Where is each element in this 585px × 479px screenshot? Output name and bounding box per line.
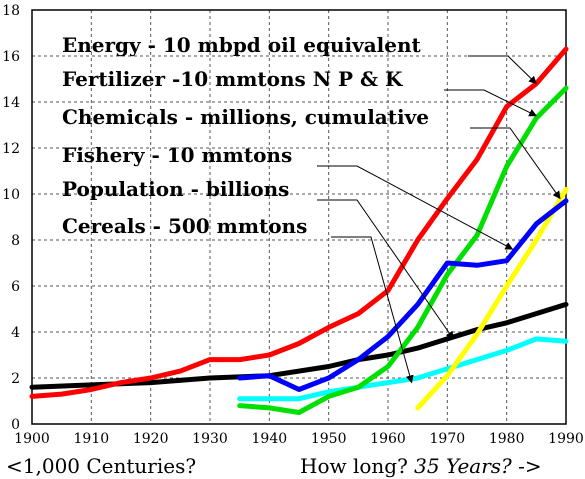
- x-tick-label: 1910: [74, 431, 110, 447]
- legend-arrow: [331, 236, 414, 384]
- y-tick-label: 8: [11, 233, 20, 249]
- y-tick-label: 18: [2, 3, 20, 19]
- legend-arrow: [468, 55, 537, 85]
- series-line: [237, 85, 569, 415]
- legend: Energy - 10 mbpd oil equivalent Fertilize…: [62, 33, 429, 238]
- series-line: [237, 198, 569, 392]
- footer-right-plain: How long?: [300, 454, 414, 478]
- legend-label: Fishery - 10 mmtons: [62, 143, 292, 167]
- x-tick-labels: 1900 1910 1920 1930 1940 1950 1960 1970 1980 1990: [14, 431, 584, 447]
- footer-right-italic: 35 Years?: [414, 454, 512, 478]
- x-tick-label: 1920: [133, 431, 169, 447]
- y-tick-labels: 0 2 4 6 8 10 12 14 16 18: [2, 3, 20, 433]
- x-tick-label: 1950: [311, 431, 347, 447]
- x-tick-label: 1980: [489, 431, 525, 447]
- y-tick-label: 0: [11, 417, 20, 433]
- y-tick-label: 2: [11, 371, 20, 387]
- footer-right-text: How long? 35 Years? ->: [300, 454, 542, 478]
- series-line: [415, 186, 569, 411]
- plot-frame: [31, 9, 567, 425]
- y-tick-label: 12: [2, 141, 20, 157]
- series-line: [29, 301, 569, 390]
- legend-arrow: [470, 127, 561, 200]
- x-tick-label: 1940: [252, 431, 288, 447]
- series-lines: [29, 46, 569, 415]
- legend-arrow: [317, 165, 514, 250]
- legend-arrow: [444, 89, 538, 117]
- x-tick-label: 1930: [192, 431, 228, 447]
- y-tick-label: 10: [2, 187, 20, 203]
- footer-left-text: <1,000 Centuries?: [6, 454, 196, 478]
- legend-label: Chemicals - millions, cumulative: [62, 105, 429, 129]
- y-tick-label: 16: [2, 49, 20, 65]
- x-tick-label: 1900: [14, 431, 50, 447]
- series-line: [29, 46, 569, 399]
- legend-label: Fertilizer -10 mmtons N P & K: [62, 67, 403, 91]
- series-line: [237, 336, 569, 402]
- footer-right-arrow: ->: [512, 454, 542, 478]
- x-tick-label: 1970: [430, 431, 466, 447]
- y-tick-label: 6: [11, 279, 20, 295]
- x-tick-label: 1990: [548, 431, 584, 447]
- legend-arrow: [317, 199, 454, 340]
- y-tick-label: 4: [11, 325, 20, 341]
- x-tick-label: 1960: [370, 431, 406, 447]
- legend-arrows: [317, 55, 561, 384]
- legend-label: Energy - 10 mbpd oil equivalent: [62, 33, 422, 57]
- legend-label: Cereals - 500 mmtons: [62, 214, 307, 238]
- y-tick-label: 14: [2, 95, 20, 111]
- legend-label: Population - billions: [62, 177, 289, 201]
